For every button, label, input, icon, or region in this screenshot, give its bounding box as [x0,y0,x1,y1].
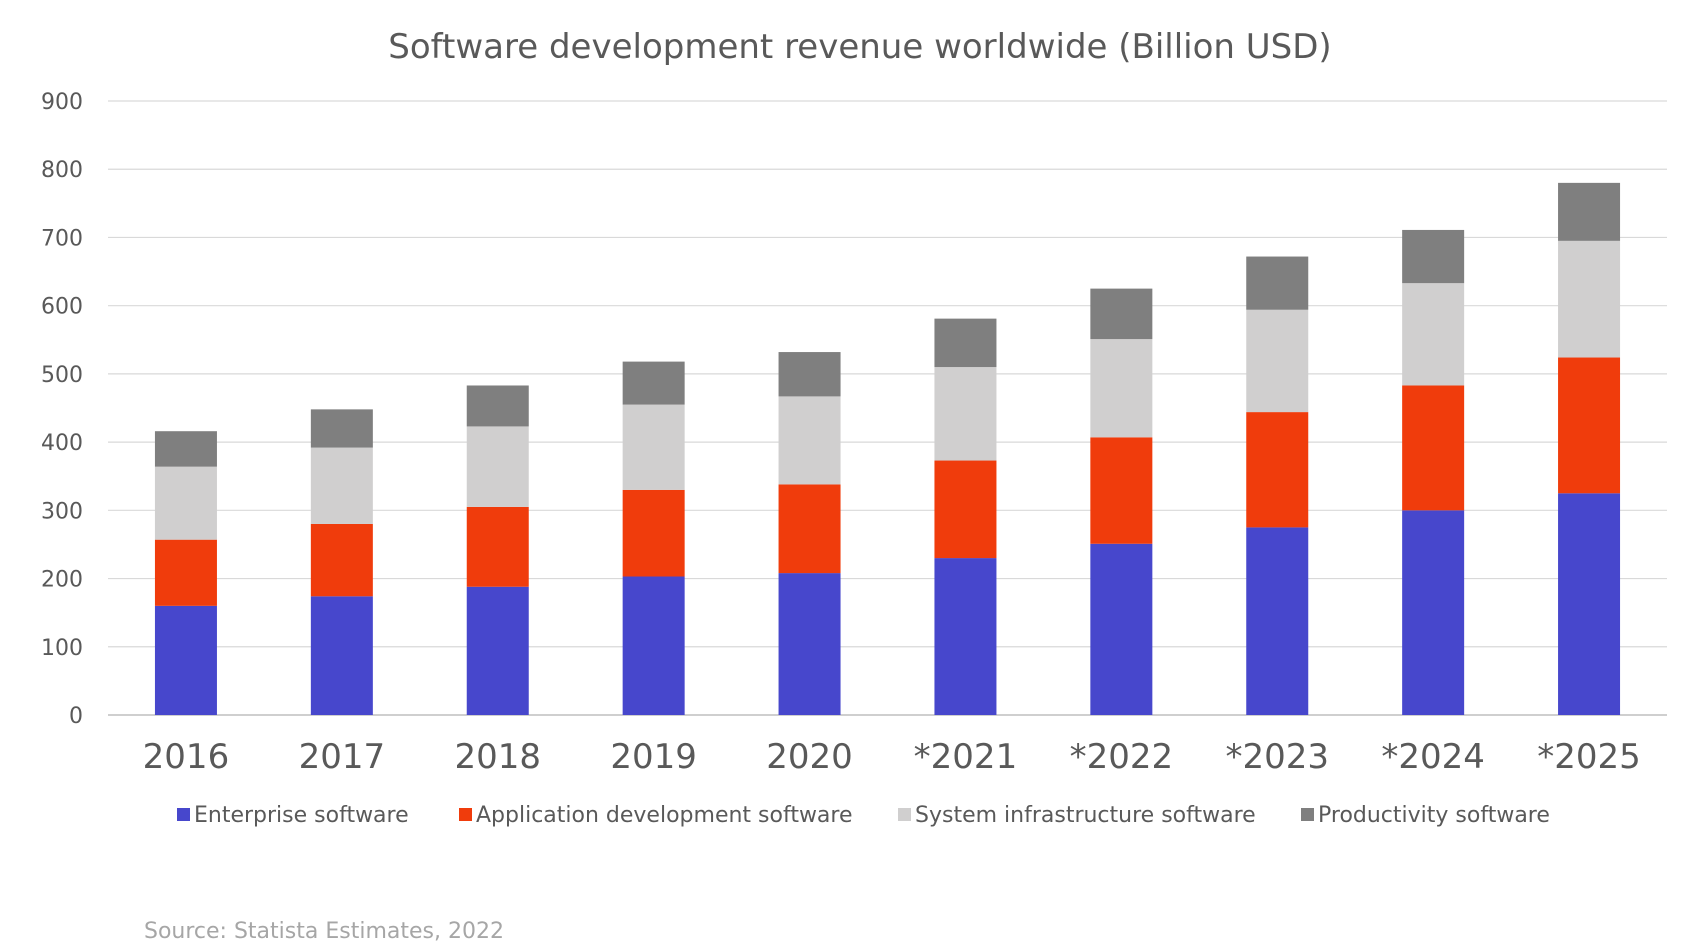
bar-segment [1246,412,1309,528]
legend-label: Application development software [476,803,853,828]
bar-segment [1558,240,1621,358]
y-tick-label: 400 [41,431,83,456]
y-tick-label: 300 [41,499,83,524]
bar-segment [622,404,685,490]
legend-swatch [459,808,472,821]
legend-label: System infrastructure software [915,803,1256,828]
x-tick-label: 2020 [766,737,853,777]
bars [154,182,1621,715]
bar-segment [154,466,217,540]
bar-segment [1558,493,1621,715]
legend: Enterprise software Application developme… [177,803,1550,828]
y-tick-label: 900 [41,90,83,115]
bar-stack [934,318,997,715]
legend-swatch [177,808,190,821]
chart-title: Software development revenue worldwide (… [388,27,1331,67]
bar-segment [466,506,529,587]
legend-label: Productivity software [1318,803,1550,828]
bar-segment [154,431,217,467]
bar-stack [466,385,529,715]
x-tick-label: *2023 [1225,737,1329,777]
y-tick-label: 100 [41,636,83,661]
x-tick-label: 2017 [299,737,386,777]
bar-segment [934,558,997,715]
bar-segment [1246,256,1309,310]
bar-stack [154,431,217,715]
bar-segment [778,396,841,485]
legend-label: Enterprise software [194,803,409,828]
x-tick-label: *2025 [1537,737,1641,777]
bar-segment [934,460,997,559]
x-tick-label: 2018 [454,737,541,777]
y-tick-label: 0 [69,704,83,729]
bar-segment [1402,385,1465,511]
bar-segment [1558,182,1621,241]
bar-stack [1090,288,1153,715]
bar-stack [1402,229,1465,715]
x-tick-label: *2024 [1381,737,1485,777]
y-tick-label: 200 [41,568,83,593]
bar-stack [778,352,841,715]
legend-item: Application development software [459,803,853,828]
bar-segment [310,596,373,715]
bar-segment [934,318,997,368]
bar-segment [154,605,217,715]
bar-segment [1090,339,1153,438]
bar-stack [310,409,373,715]
bar-segment [1090,288,1153,340]
y-axis: 0 100 200 300 400 500 600 700 800 900 [41,90,83,729]
bar-segment [622,361,685,405]
bar-segment [310,409,373,448]
x-tick-label: 2016 [143,737,230,777]
bar-segment [466,426,529,507]
bar-segment [1246,527,1309,715]
bar-segment [310,523,373,597]
legend-item: Enterprise software [177,803,409,828]
y-tick-label: 700 [41,226,83,251]
x-axis: 2016 2017 2018 2019 2020 *2021 *2022 *2023 *2024… [143,737,1641,777]
bar-segment [778,484,841,574]
x-tick-label: *2022 [1070,737,1174,777]
bar-segment [154,539,217,606]
x-tick-label: 2019 [610,737,697,777]
bar-segment [466,586,529,715]
y-tick-label: 600 [41,295,83,320]
bar-segment [778,352,841,397]
bar-segment [622,489,685,577]
bar-segment [1558,357,1621,494]
bar-stack [1558,182,1621,715]
y-tick-label: 800 [41,158,83,183]
bar-segment [1402,510,1465,715]
legend-swatch [898,808,911,821]
bar-segment [1246,309,1309,413]
bar-segment [778,573,841,715]
bar-stack [1246,256,1309,715]
bar-segment [466,385,529,427]
bar-segment [310,447,373,524]
bar-segment [1402,283,1465,386]
bar-segment [934,367,997,461]
legend-item: Productivity software [1301,803,1550,828]
bar-segment [1090,543,1153,715]
bar-stack [622,361,685,715]
legend-swatch [1301,808,1314,821]
source-note: Source: Statista Estimates, 2022 [144,919,504,944]
legend-item: System infrastructure software [898,803,1256,828]
bar-segment [1090,437,1153,544]
y-tick-label: 500 [41,363,83,388]
bar-segment [1402,229,1465,284]
bar-segment [622,576,685,715]
x-tick-label: *2021 [914,737,1018,777]
